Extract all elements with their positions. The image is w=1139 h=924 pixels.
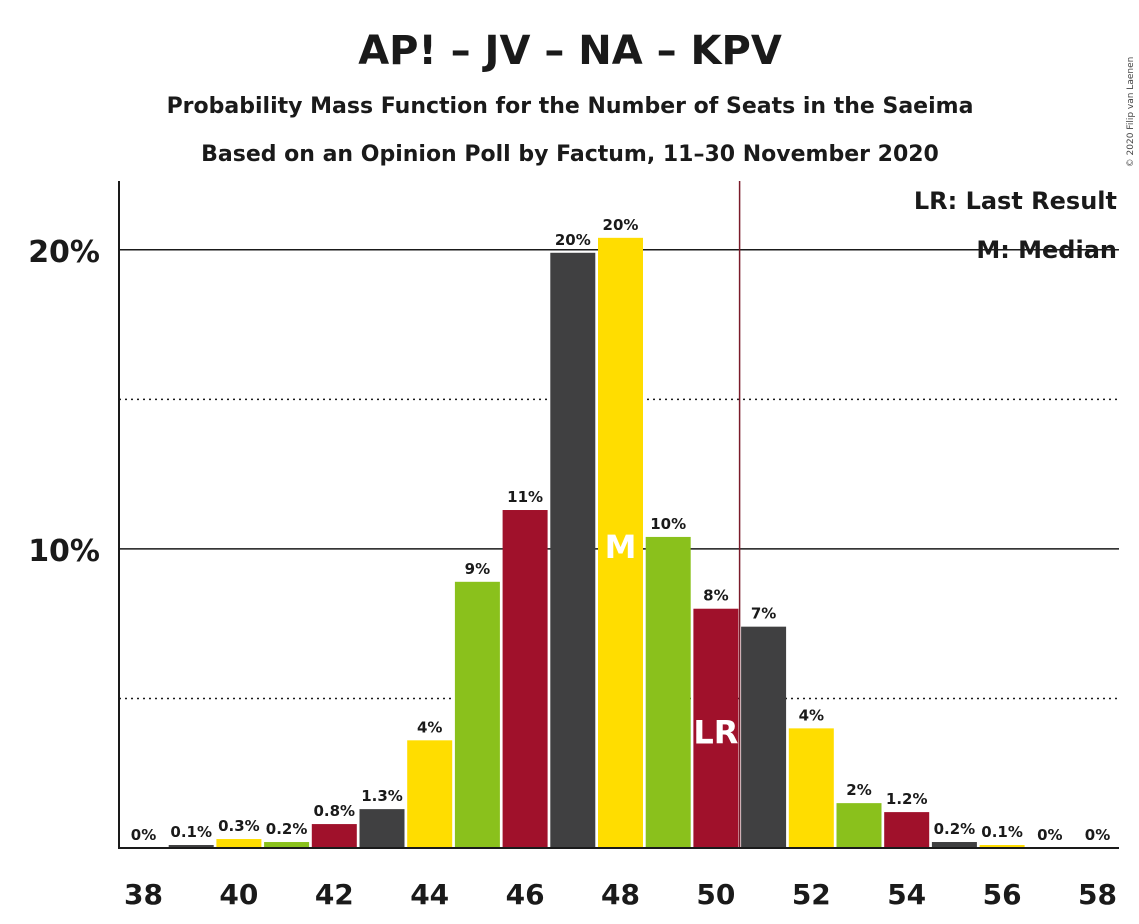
- bar-seat-39: [168, 845, 214, 848]
- bar-label-seat-50: 8%: [703, 587, 728, 605]
- bar-seat-43: [359, 809, 405, 848]
- bar-label-seat-49: 10%: [650, 515, 686, 533]
- x-tick-44: 44: [410, 878, 449, 911]
- x-tick-42: 42: [315, 878, 354, 911]
- bar-label-seat-57: 0%: [1037, 826, 1062, 844]
- bar-label-seat-40: 0.3%: [218, 817, 260, 835]
- bar-seat-40: [216, 839, 262, 848]
- x-tick-56: 56: [983, 878, 1022, 911]
- bar-seat-47: [550, 252, 596, 848]
- bar-label-seat-55: 0.2%: [934, 820, 976, 838]
- bar-label-seat-51: 7%: [751, 605, 776, 623]
- x-tick-38: 38: [124, 878, 163, 911]
- bar-seat-48: [598, 237, 643, 848]
- bar-seat-51: [741, 626, 787, 848]
- bar-label-seat-58: 0%: [1085, 826, 1110, 844]
- chart-title: AP! – JV – NA – KPV: [358, 28, 782, 74]
- bar-seat-55: [931, 842, 977, 848]
- y-tick-10: 10%: [28, 534, 100, 569]
- chart-subtitle: Probability Mass Function for the Number…: [167, 94, 974, 119]
- bar-label-seat-42: 0.8%: [313, 802, 355, 820]
- x-tick-40: 40: [219, 878, 258, 911]
- x-tick-58: 58: [1078, 878, 1117, 911]
- legend-last-result: LR: Last Result: [914, 187, 1117, 215]
- x-tick-50: 50: [696, 878, 735, 911]
- bar-seat-53: [836, 803, 882, 848]
- bar-label-seat-45: 9%: [465, 560, 490, 578]
- overlay-layer: M LR: [605, 181, 741, 848]
- bar-label-seat-43: 1.3%: [361, 787, 403, 805]
- bar-layer: 0% 0.1% 0.3% 0.2% 0.8% 1.3% 4% 9% 11% 20% 20% 10% 8%…: [131, 216, 1110, 848]
- bar-seat-45: [454, 581, 500, 848]
- bar-label-seat-41: 0.2%: [266, 820, 308, 838]
- bar-label-seat-38: 0%: [131, 826, 156, 844]
- bar-label-seat-47: 20%: [555, 231, 591, 249]
- chart-subtitle-poll: Based on an Opinion Poll by Factum, 11–3…: [201, 142, 939, 167]
- bar-label-seat-52: 4%: [799, 706, 824, 724]
- bar-label-seat-39: 0.1%: [170, 823, 212, 841]
- x-tick-48: 48: [601, 878, 640, 911]
- x-tick-labels: 38 40 42 44 46 48 50 52 54 56 58: [124, 878, 1117, 911]
- bar-seat-56: [979, 845, 1025, 848]
- bar-label-seat-56: 0.1%: [981, 823, 1023, 841]
- bar-seat-49: [645, 536, 691, 848]
- bar-label-seat-54: 1.2%: [886, 790, 928, 808]
- bar-label-seat-46: 11%: [507, 488, 543, 506]
- y-tick-labels: 10% 20%: [28, 235, 100, 569]
- bar-seat-42: [311, 824, 357, 848]
- bar-seat-52: [788, 728, 834, 848]
- legend-median: M: Median: [976, 236, 1117, 264]
- bar-seat-44: [407, 740, 453, 848]
- x-tick-52: 52: [792, 878, 831, 911]
- bar-label-seat-44: 4%: [417, 718, 442, 736]
- bar-seat-41: [264, 842, 310, 848]
- x-tick-54: 54: [887, 878, 926, 911]
- bar-seat-54: [884, 812, 930, 848]
- bar-label-seat-53: 2%: [846, 781, 871, 799]
- median-marker: M: [605, 528, 637, 566]
- copyright-note: © 2020 Filip van Laenen: [1126, 57, 1136, 168]
- y-tick-20: 20%: [28, 235, 100, 270]
- bar-seat-46: [502, 510, 548, 848]
- bar-seat-50: [693, 608, 739, 848]
- last-result-marker: LR: [693, 714, 738, 752]
- x-tick-46: 46: [506, 878, 545, 911]
- bar-label-seat-48: 20%: [603, 216, 639, 234]
